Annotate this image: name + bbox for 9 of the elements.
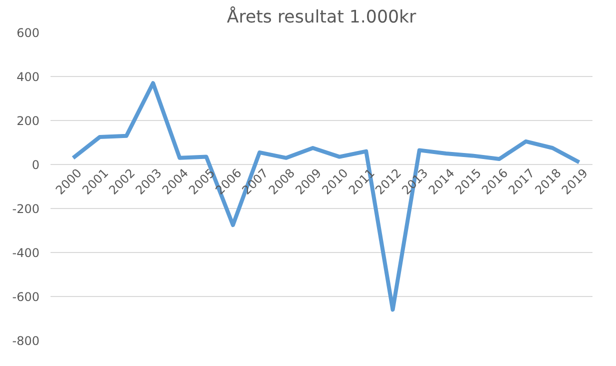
y-tick-label: 0 (32, 158, 40, 172)
y-tick-label: -200 (12, 202, 40, 216)
y-tick-label: 400 (16, 70, 40, 84)
chart-title: Årets resultat 1.000kr (226, 6, 418, 28)
y-tick-label: -400 (12, 246, 40, 260)
y-tick-label: 600 (16, 26, 40, 40)
y-tick-label: -600 (12, 290, 40, 304)
y-tick-label: -800 (12, 334, 40, 348)
y-tick-label: 200 (16, 114, 40, 128)
